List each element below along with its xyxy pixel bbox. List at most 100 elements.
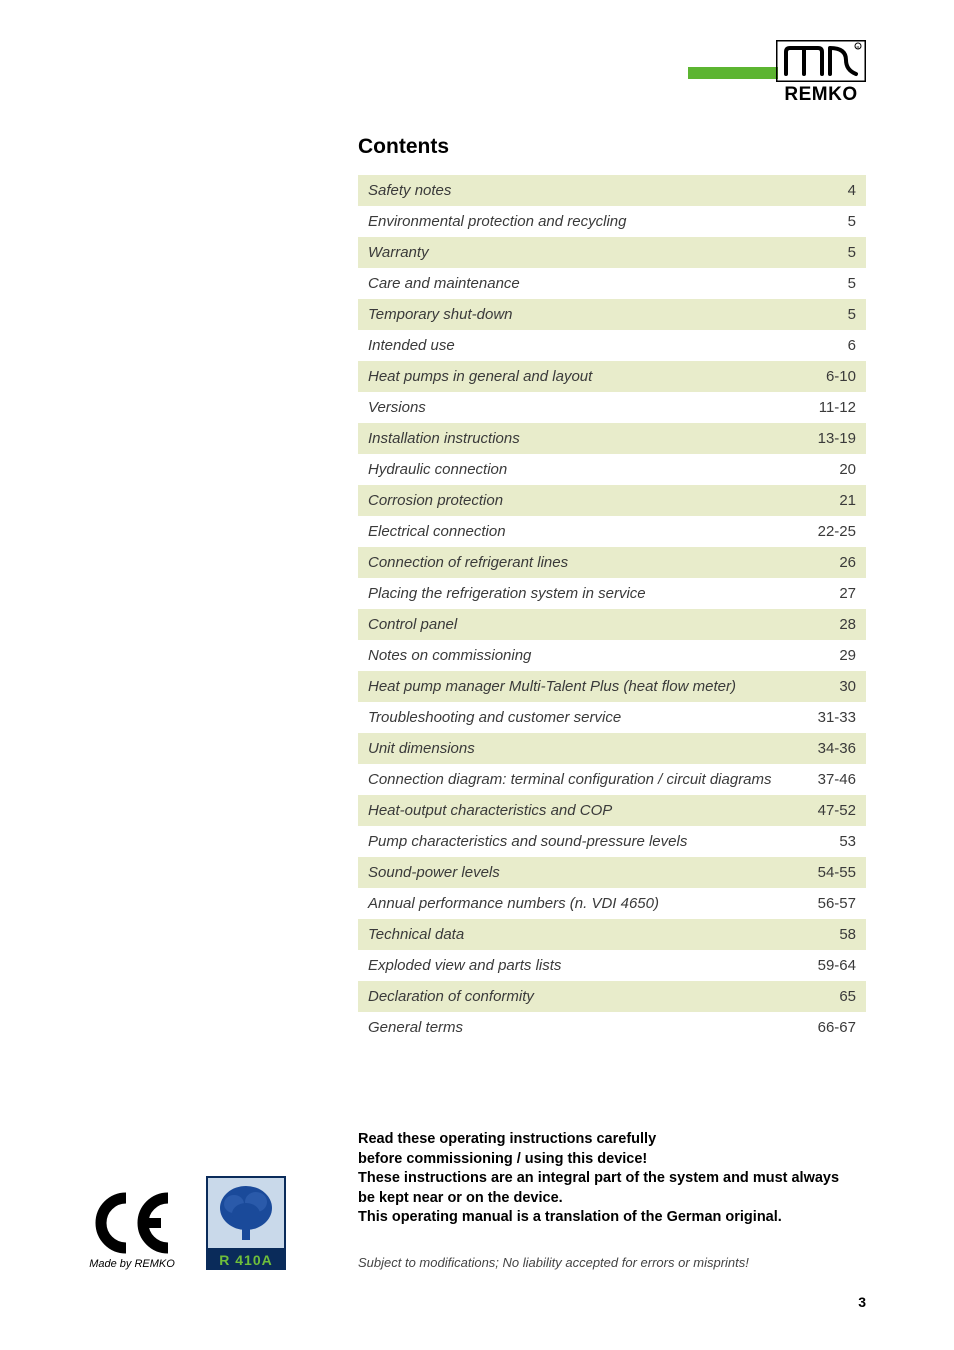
toc-row: Temporary shut-down5 — [358, 299, 866, 330]
toc-title: Placing the refrigeration system in serv… — [368, 585, 646, 602]
toc-row: Heat pumps in general and layout 6-10 — [358, 361, 866, 392]
toc-title: Pump characteristics and sound-pressure … — [368, 833, 687, 850]
toc-page: 5 — [848, 244, 856, 261]
toc-row: Corrosion protection 21 — [358, 485, 866, 516]
toc-page: 6-10 — [826, 368, 856, 385]
page: R REMKO Contents Safety notes 4 Environmen… — [0, 0, 954, 1350]
toc-row: Versions 11-12 — [358, 392, 866, 423]
notice-block: Read these operating instructions carefu… — [358, 1130, 878, 1228]
toc-title: General terms — [368, 1019, 463, 1036]
toc-row: Placing the refrigeration system in serv… — [358, 578, 866, 609]
toc-row: Control panel28 — [358, 609, 866, 640]
toc-row: Hydraulic connection 20 — [358, 454, 866, 485]
toc-page: 31-33 — [818, 709, 856, 726]
toc-title: Electrical connection — [368, 523, 506, 540]
toc-row: Troubleshooting and customer service 31-3… — [358, 702, 866, 733]
toc-page: 4 — [848, 182, 856, 199]
remko-logo-icon: R — [776, 40, 866, 82]
toc-page: 53 — [839, 833, 856, 850]
toc-row: General terms 66-67 — [358, 1012, 866, 1043]
toc-row: Heat-output characteristics and COP 47-52 — [358, 795, 866, 826]
toc-title: Safety notes — [368, 182, 451, 199]
toc-title: Connection of refrigerant lines — [368, 554, 568, 571]
toc-page: 29 — [839, 647, 856, 664]
toc-title: Notes on commissioning — [368, 647, 531, 664]
brand-accent-bar — [688, 67, 778, 79]
r410a-label: R 410A — [206, 1250, 286, 1270]
toc-page: 66-67 — [818, 1019, 856, 1036]
toc-row: Technical data58 — [358, 919, 866, 950]
toc-row: Environmental protection and recycling 5 — [358, 206, 866, 237]
toc-page: 58 — [839, 926, 856, 943]
toc-page: 5 — [848, 213, 856, 230]
toc-row: Warranty 5 — [358, 237, 866, 268]
toc-title: Troubleshooting and customer service — [368, 709, 621, 726]
toc-title: Care and maintenance — [368, 275, 520, 292]
toc-title: Environmental protection and recycling — [368, 213, 626, 230]
toc-page: 21 — [839, 492, 856, 509]
toc-row: Exploded view and parts lists 59-64 — [358, 950, 866, 981]
notice-line: Read these operating instructions carefu… — [358, 1130, 878, 1150]
toc-page: 59-64 — [818, 957, 856, 974]
toc-row: Care and maintenance 5 — [358, 268, 866, 299]
toc-page: 34-36 — [818, 740, 856, 757]
toc-title: Heat-output characteristics and COP — [368, 802, 612, 819]
tree-icon — [216, 1184, 276, 1242]
toc-page: 28 — [839, 616, 856, 633]
contents-heading: Contents — [358, 135, 866, 159]
toc-row: Sound-power levels 54-55 — [358, 857, 866, 888]
svg-text:R: R — [857, 45, 860, 50]
page-number: 3 — [858, 1294, 866, 1310]
toc-list: Safety notes 4 Environmental protection an… — [358, 175, 866, 1043]
toc-title: Declaration of conformity — [368, 988, 534, 1005]
toc-title: Sound-power levels — [368, 864, 500, 881]
toc-page: 27 — [839, 585, 856, 602]
ce-mark: Made by REMKO — [88, 1192, 176, 1270]
toc-row: Connection of refrigerant lines 26 — [358, 547, 866, 578]
toc-title: Connection diagram: terminal configurati… — [368, 771, 772, 788]
toc-title: Heat pumps in general and layout — [368, 368, 592, 385]
toc-title: Corrosion protection — [368, 492, 503, 509]
brand-name: REMKO — [784, 84, 857, 106]
toc-title: Intended use — [368, 337, 455, 354]
toc-row: Declaration of conformity 65 — [358, 981, 866, 1012]
toc-page: 22-25 — [818, 523, 856, 540]
toc-page: 6 — [848, 337, 856, 354]
notice-line: be kept near or on the device. — [358, 1189, 878, 1209]
toc-page: 26 — [839, 554, 856, 571]
toc-page: 20 — [839, 461, 856, 478]
toc-title: Warranty — [368, 244, 429, 261]
toc-title: Exploded view and parts lists — [368, 957, 561, 974]
toc-page: 11-12 — [819, 399, 856, 416]
toc-page: 47-52 — [818, 802, 856, 819]
toc-row: Electrical connection 22-25 — [358, 516, 866, 547]
header-bar: R REMKO — [688, 40, 866, 106]
toc-title: Versions — [368, 399, 426, 416]
toc-row: Safety notes 4 — [358, 175, 866, 206]
toc-title: Temporary shut-down — [368, 306, 513, 323]
toc-title: Installation instructions — [368, 430, 520, 447]
r410a-badge — [206, 1176, 286, 1250]
toc-page: 5 — [848, 275, 856, 292]
toc-row: Notes on commissioning 29 — [358, 640, 866, 671]
certification-marks: Made by REMKO R 410A — [88, 1176, 286, 1270]
ce-caption: Made by REMKO — [89, 1258, 175, 1270]
notice-line: These instructions are an integral part … — [358, 1169, 878, 1189]
toc-page: 65 — [839, 988, 856, 1005]
toc-row: Annual performance numbers (n. VDI 4650)… — [358, 888, 866, 919]
toc-page: 37-46 — [818, 771, 856, 788]
disclaimer-text: Subject to modifications; No liability a… — [358, 1255, 749, 1270]
ce-mark-icon — [88, 1192, 176, 1254]
toc-page: 54-55 — [818, 864, 856, 881]
toc-title: Hydraulic connection — [368, 461, 507, 478]
notice-line: This operating manual is a translation o… — [358, 1208, 878, 1228]
toc-title: Annual performance numbers (n. VDI 4650) — [368, 895, 659, 912]
contents-section: Contents Safety notes 4 Environmental prot… — [358, 135, 866, 1043]
notice-line: before commissioning / using this device… — [358, 1150, 878, 1170]
toc-page: 56-57 — [818, 895, 856, 912]
toc-row: Connection diagram: terminal configurati… — [358, 764, 866, 795]
toc-page: 13-19 — [818, 430, 856, 447]
toc-title: Heat pump manager Multi-Talent Plus (hea… — [368, 678, 736, 695]
toc-row: Installation instructions 13-19 — [358, 423, 866, 454]
brand-logo: R REMKO — [776, 40, 866, 106]
